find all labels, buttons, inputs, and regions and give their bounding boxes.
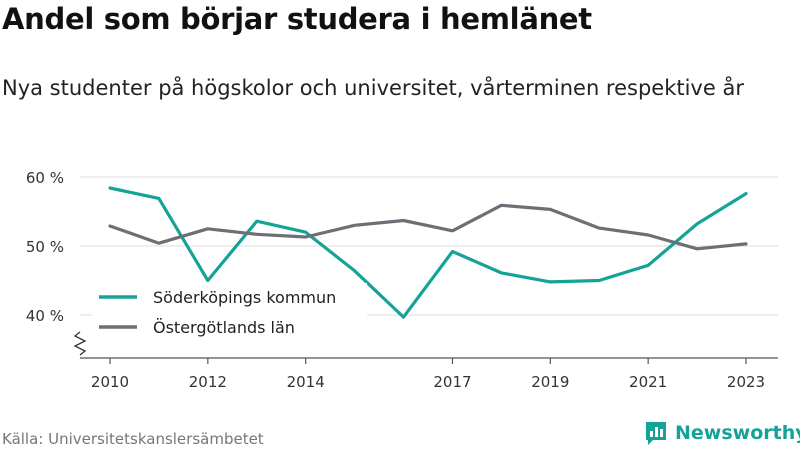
x-tick-label: 2010 [91,373,129,391]
line-chart: 40 % 50 % 60 % 2010 2012 2014 2017 2019 2021 202… [26,169,778,391]
series-line-2 [108,203,748,251]
x-tick-label: 2012 [189,373,227,391]
x-tick-label: 2019 [531,373,569,391]
series-layer [108,186,748,319]
y-tick-label: 50 % [26,238,64,256]
legend-background [92,313,367,341]
x-tick-label: 2017 [433,373,471,391]
chart-subtitle: Nya studenter på högskolor och universit… [2,76,744,100]
legend-background [92,283,367,311]
bar-chart-logo-icon [646,422,666,445]
chart-title: Andel som börjar studera i hemlänet [2,2,592,36]
brand-name: Newsworthy [675,422,800,444]
x-tick-label: 2014 [287,373,325,391]
x-tick-label: 2021 [629,373,667,391]
x-axis: 2010 2012 2014 2017 2019 2021 2023 [73,331,778,391]
y-tick-label: 60 % [26,169,64,187]
x-tick-label: 2023 [727,373,765,391]
legend: Söderköpings kommun Östergötlands län [92,283,367,341]
brand-logo[interactable]: Newsworthy [644,420,800,446]
source-note: Källa: Universitetskanslersämbetet [2,430,264,448]
axis-break-icon [73,331,87,356]
legend-label: Östergötlands län [153,318,295,337]
legend-label: Söderköpings kommun [153,288,336,307]
series-line-1 [108,186,748,319]
grid-lines: 40 % 50 % 60 % [26,169,778,325]
y-tick-label: 40 % [26,307,64,325]
